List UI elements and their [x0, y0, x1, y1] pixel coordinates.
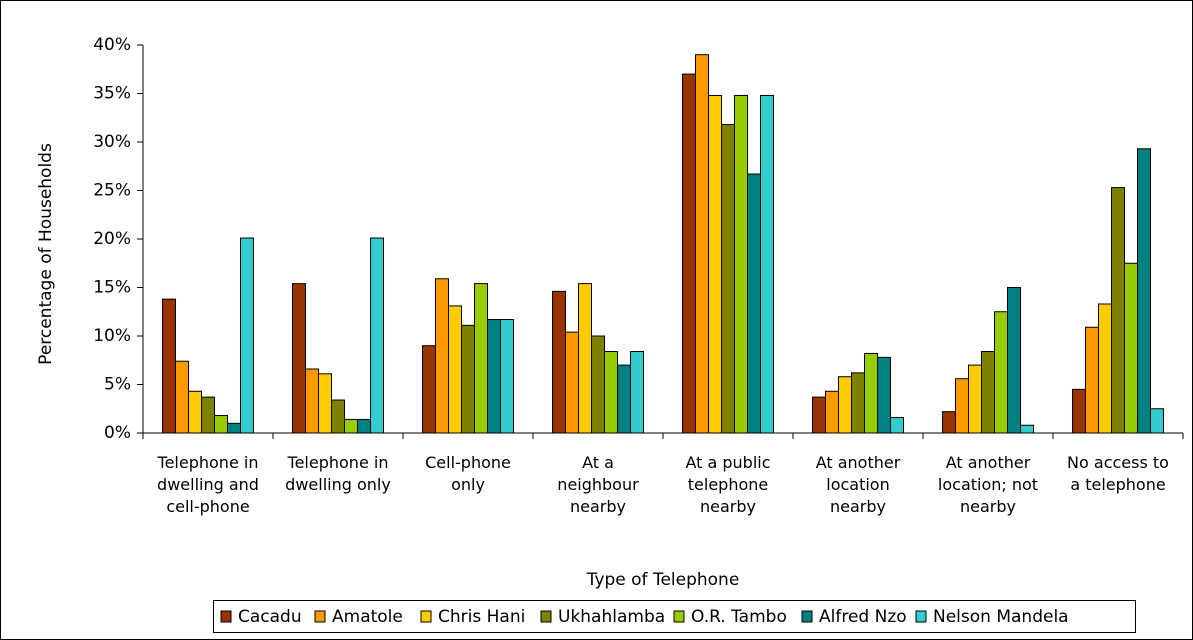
bar [344, 418, 358, 434]
bar [461, 324, 475, 434]
bar [708, 94, 722, 434]
bar [552, 290, 566, 434]
bar [331, 399, 345, 434]
legend-label: Alfred Nzo [819, 607, 907, 627]
bar [500, 319, 514, 434]
legend-swatch [801, 610, 813, 623]
legend-label: Cacadu [238, 607, 302, 627]
legend-label: Amatole [332, 607, 403, 627]
bar [630, 351, 644, 434]
x-tick-label: At a neighbour nearby [557, 453, 639, 516]
legend-swatch [540, 610, 552, 623]
bar [1072, 388, 1086, 434]
bar [357, 418, 371, 434]
bar [1085, 326, 1099, 434]
bar [994, 311, 1008, 434]
y-tick-label: 40% [93, 35, 131, 55]
x-tick-label: At a public telephone nearby [685, 453, 771, 516]
y-tick-label: 35% [93, 84, 131, 104]
x-tick-label: Cell-phone only [425, 453, 511, 494]
bar [175, 360, 189, 434]
bar [422, 345, 436, 434]
bar [1007, 287, 1021, 434]
bar [162, 298, 176, 434]
x-axis-title: Type of Telephone [586, 570, 740, 590]
bar [981, 351, 995, 434]
legend-swatch [673, 610, 685, 623]
legend-label: Nelson Mandela [933, 607, 1069, 627]
bar [487, 319, 501, 434]
bar [734, 94, 748, 434]
y-tick-label: 15% [93, 278, 131, 298]
y-tick-label: 25% [93, 181, 131, 201]
bar [838, 376, 852, 434]
legend-swatch [915, 610, 927, 623]
bar [435, 278, 449, 434]
legend-swatch [420, 610, 432, 623]
bar [201, 396, 215, 434]
y-tick-label: 30% [93, 132, 131, 152]
legend-label: O.R. Tambo [691, 607, 787, 627]
bar [942, 411, 956, 434]
bar [747, 173, 761, 434]
legend-label: Chris Hani [438, 607, 525, 627]
bar [1020, 424, 1034, 434]
bar [955, 378, 969, 434]
y-axis-title: Percentage of Households [36, 143, 56, 365]
bar [214, 415, 228, 434]
bar [851, 372, 865, 434]
bar [578, 283, 592, 434]
y-tick-label: 5% [104, 375, 131, 395]
bar [760, 94, 774, 434]
bar [604, 351, 618, 434]
bar [591, 335, 605, 434]
x-tick-label: No access to a telephone [1067, 453, 1169, 494]
bar [240, 237, 254, 434]
bar [305, 368, 319, 434]
bar [318, 373, 332, 434]
y-tick-label: 0% [104, 423, 131, 443]
bar [825, 390, 839, 434]
legend-swatch [314, 610, 326, 623]
bar [448, 305, 462, 434]
x-tick-label: Telephone in dwelling only [285, 453, 391, 494]
x-tick-label: Telephone in dwelling and cell-phone [157, 453, 259, 516]
bar [565, 331, 579, 434]
bar [695, 54, 709, 434]
bar [812, 396, 826, 434]
bar [1124, 262, 1138, 434]
bar [890, 416, 904, 434]
x-tick-label: At another location; not nearby [937, 453, 1039, 516]
y-tick-label: 10% [93, 326, 131, 346]
legend-swatch [220, 610, 232, 623]
legend-label: Ukhahlamba [558, 607, 665, 627]
bar [1150, 408, 1164, 434]
bar [864, 352, 878, 434]
bar [617, 364, 631, 434]
x-tick-label: At another location nearby [815, 453, 901, 516]
bar [1137, 148, 1151, 434]
bar [1111, 187, 1125, 434]
bar [877, 356, 891, 434]
bar [227, 422, 241, 434]
bar [188, 390, 202, 434]
bar [370, 237, 384, 434]
bar [682, 73, 696, 434]
bar [292, 283, 306, 434]
bar [968, 364, 982, 434]
bar [474, 283, 488, 434]
bar [721, 124, 735, 434]
bar [1098, 303, 1112, 434]
y-tick-label: 20% [93, 229, 131, 249]
